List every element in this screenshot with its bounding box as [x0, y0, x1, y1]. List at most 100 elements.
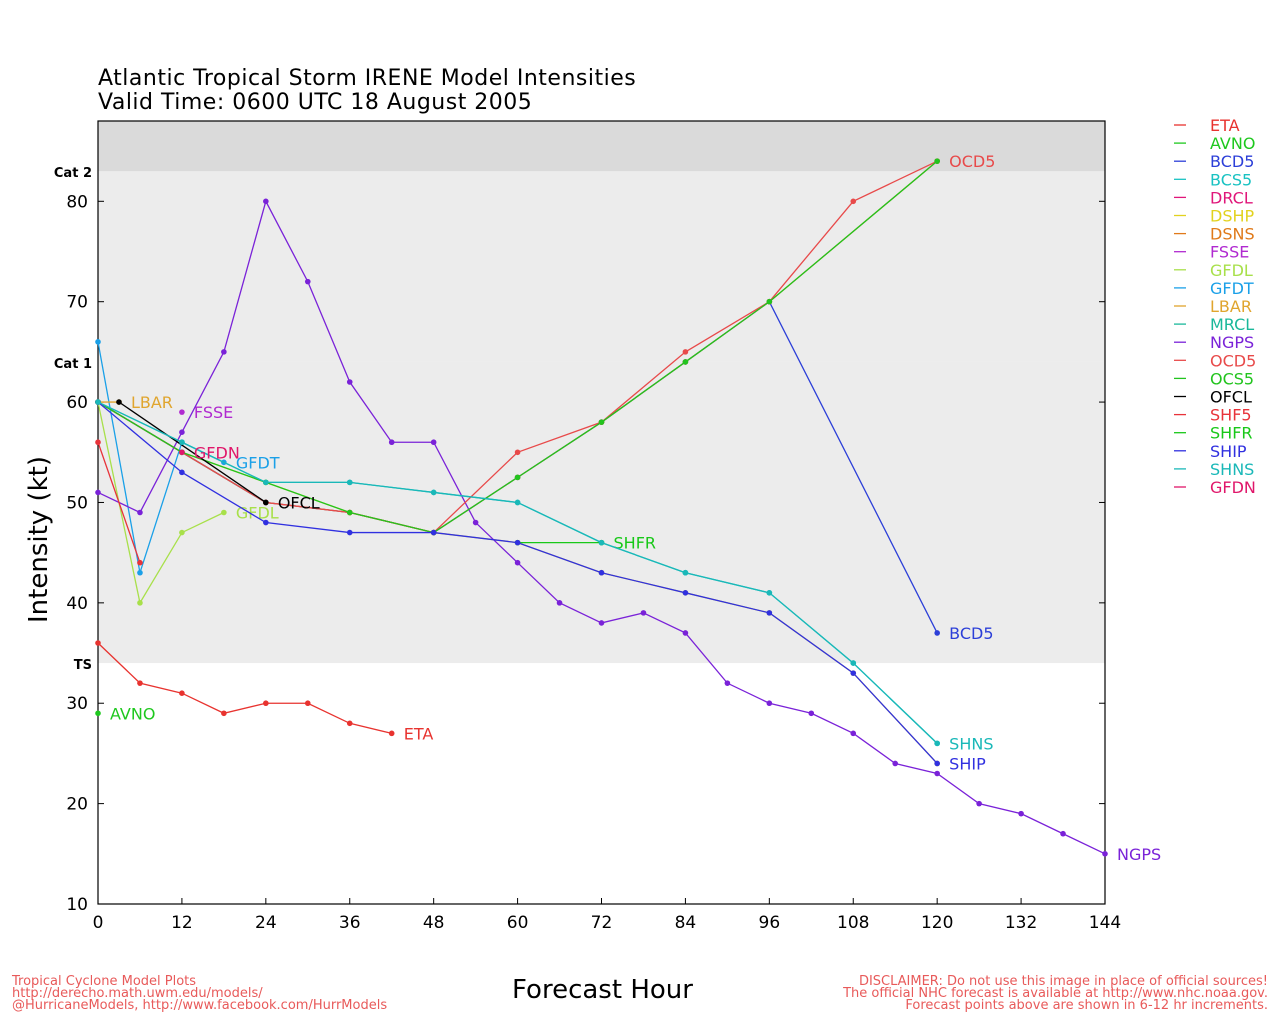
data-point [514, 499, 521, 506]
data-point [766, 610, 773, 616]
data-point [137, 680, 143, 686]
data-point [179, 429, 185, 435]
data-point [95, 399, 101, 405]
footer-credits: Tropical Cyclone Model Plots http://dere… [12, 974, 387, 1012]
series-end-label: AVNO [110, 704, 155, 723]
series-end-label: FSSE [194, 403, 233, 422]
x-tick-label: 60 [507, 913, 529, 933]
data-point [640, 610, 647, 616]
y-tick-label: 50 [66, 493, 88, 513]
band-label: Cat 2 [54, 166, 92, 181]
series-end-label: GFDN [194, 443, 240, 462]
category-band [98, 361, 1105, 664]
x-tick-label: 24 [255, 913, 277, 933]
series-end-label: GFDT [236, 453, 280, 472]
footer-credit-line: http://derecho.math.uwm.edu/models/ [12, 986, 263, 1001]
data-point [934, 158, 940, 164]
data-point [137, 509, 143, 516]
data-point [95, 339, 101, 345]
data-point [514, 449, 521, 456]
data-point [95, 640, 101, 646]
data-point [514, 539, 521, 546]
series-eta: ETA [95, 640, 433, 743]
footer-credit-line: Tropical Cyclone Model Plots [12, 974, 197, 989]
series-end-label: OCD5 [949, 152, 995, 171]
data-point [598, 620, 605, 626]
series-shf5 [95, 439, 143, 566]
series-avno: AVNO [95, 704, 155, 723]
x-tick-label: 72 [591, 913, 613, 933]
legend-label: DSNS [1210, 225, 1255, 244]
series-end-label: SHIP [949, 754, 986, 773]
y-tick-label: 30 [66, 694, 88, 714]
footer-disclaimer-line: DISCLAIMER: Do not use this image in pla… [858, 974, 1268, 989]
band-label: TS [74, 658, 92, 673]
y-axis-label: Intensity (kt) [24, 456, 54, 623]
y-tick-label: 60 [66, 393, 88, 413]
data-point [850, 670, 857, 676]
data-point [221, 349, 227, 355]
series-line [97, 160, 938, 534]
data-point [598, 419, 605, 425]
series-end-label: BCD5 [949, 624, 993, 643]
data-point [892, 760, 899, 767]
data-point [472, 519, 479, 526]
legend-label: SHF5 [1210, 406, 1252, 425]
data-point [388, 439, 395, 446]
band-label: Cat 1 [54, 357, 92, 372]
data-point [1102, 851, 1108, 857]
legend-label: AVNO [1210, 134, 1255, 153]
data-point [724, 680, 731, 686]
y-tick-label: 10 [66, 895, 88, 915]
x-axis-label: Forecast Hour [512, 975, 693, 1005]
data-point [95, 710, 101, 717]
data-point [682, 349, 689, 355]
category-band [98, 171, 1105, 362]
data-point [263, 198, 269, 205]
data-point [346, 509, 353, 516]
series-end-label: SHNS [949, 734, 993, 753]
series-end-label: SHFR [614, 534, 657, 553]
series-line [97, 442, 141, 563]
data-point [304, 278, 311, 285]
legend-label: SHIP [1210, 442, 1247, 461]
data-point [263, 479, 269, 486]
legend-label: GFDT [1210, 279, 1254, 298]
footer-disclaimer-line: Forecast points above are shown in 6-12 … [905, 998, 1268, 1013]
legend-label: SHNS [1210, 460, 1254, 479]
y-tick-label: 40 [66, 594, 88, 614]
data-point [179, 409, 185, 415]
series-ofcl: OFCL [116, 399, 320, 512]
data-point [598, 569, 605, 576]
data-point [766, 700, 773, 707]
data-point [1018, 810, 1024, 817]
chart-title: Atlantic Tropical Storm IRENE Model Inte… [98, 66, 637, 91]
data-point [934, 630, 940, 636]
data-point [179, 529, 185, 536]
y-tick-label: 70 [66, 293, 88, 313]
data-point [682, 590, 689, 596]
data-point [346, 720, 353, 727]
data-point [304, 700, 311, 707]
data-point [1060, 830, 1066, 837]
series-end-label: LBAR [131, 393, 173, 412]
legend-label: DRCL [1210, 188, 1253, 207]
data-point [179, 449, 185, 456]
data-point [263, 519, 269, 526]
data-point [388, 730, 395, 737]
legend: ETAAVNOBCD5BCS5DRCLDSHPDSNSFSSEGFDLGFDTL… [1174, 116, 1256, 497]
data-point [263, 700, 269, 707]
legend-label: FSSE [1210, 243, 1249, 262]
x-tick-label: 108 [837, 913, 869, 933]
data-point [179, 690, 185, 696]
legend-label: SHFR [1210, 424, 1253, 443]
data-point [137, 569, 143, 576]
footer-disclaimer: DISCLAIMER: Do not use this image in pla… [843, 974, 1268, 1013]
legend-label: DSHP [1210, 207, 1255, 226]
legend-label: NGPS [1210, 333, 1254, 352]
x-tick-label: 132 [1005, 913, 1037, 933]
legend-label: OCS5 [1210, 369, 1254, 388]
data-point [221, 509, 227, 516]
data-point [850, 730, 857, 737]
